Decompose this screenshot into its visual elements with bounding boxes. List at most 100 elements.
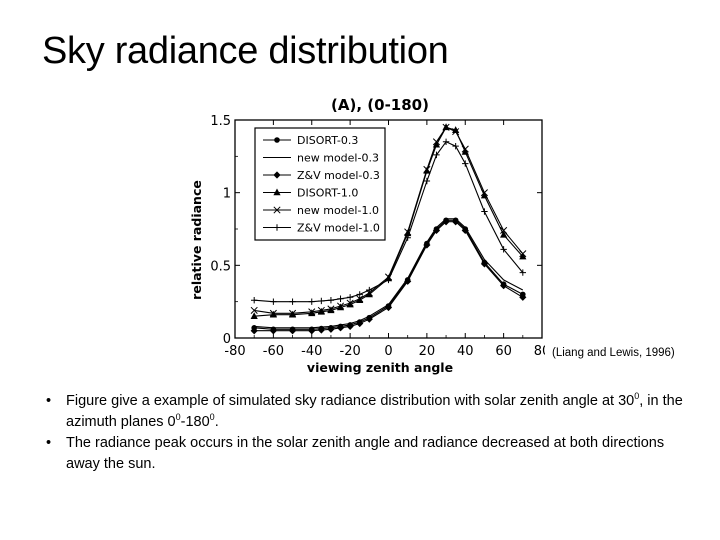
- bullet-item-2: • The radiance peak occurs in the solar z…: [44, 433, 694, 475]
- series-line: [254, 218, 524, 329]
- bullet-text: .: [214, 414, 219, 430]
- data-point: [442, 218, 450, 226]
- data-point: [519, 250, 527, 258]
- data-point: [308, 309, 316, 317]
- bullet-text: Figure give a example of simulated sky r…: [66, 393, 635, 409]
- degree-superscript: 0: [209, 412, 215, 423]
- data-point: [442, 138, 450, 145]
- bullet-list: • Figure give a example of simulated sky …: [44, 391, 694, 475]
- legend-label: DISORT-1.0: [297, 187, 358, 200]
- data-point: [356, 295, 364, 303]
- data-point: [336, 324, 345, 332]
- data-point: [250, 312, 258, 319]
- data-point: [250, 297, 258, 304]
- series-6: [250, 138, 527, 305]
- data-point: [327, 297, 335, 304]
- legend-label: DISORT-0.3: [297, 134, 358, 147]
- x-tick-label: 20: [419, 344, 436, 359]
- data-point: [480, 260, 489, 268]
- data-point: [462, 160, 469, 167]
- data-point: [288, 327, 297, 335]
- bullet-text: , in the azimuth planes 0: [66, 393, 683, 430]
- bullet-marker: •: [46, 435, 52, 451]
- x-tick-label: 80: [534, 344, 545, 359]
- x-tick-label: -80: [224, 344, 245, 359]
- data-point: [423, 177, 431, 185]
- data-point: [317, 307, 325, 315]
- chart-title: (A), (0-180): [331, 96, 429, 114]
- data-point: [270, 298, 277, 305]
- y-tick-label: 1: [223, 187, 231, 202]
- series-2: [254, 218, 524, 329]
- citation: (Liang and Lewis, 1996): [552, 347, 675, 359]
- data-point: [289, 298, 296, 305]
- radiance-chart: (A), (0-180) relative radiance viewing z…: [189, 96, 545, 375]
- bullet-text: The radiance peak occurs in the solar ze…: [66, 435, 665, 472]
- x-tick-label: 0: [384, 344, 392, 359]
- data-point: [404, 234, 411, 241]
- bullet-item-1: • Figure give a example of simulated sky …: [44, 391, 694, 433]
- data-point: [318, 297, 325, 305]
- data-point: [404, 277, 412, 285]
- data-point: [365, 290, 373, 298]
- data-point: [356, 291, 363, 298]
- legend-label: Z&V model-1.0: [297, 222, 380, 235]
- data-point: [519, 252, 527, 260]
- data-point: [317, 306, 325, 314]
- data-point: [356, 296, 364, 304]
- legend-marker: [273, 206, 281, 214]
- data-point: [346, 300, 354, 308]
- x-tick-label: -60: [263, 344, 284, 359]
- data-point: [461, 145, 469, 153]
- data-point: [250, 327, 258, 335]
- data-point: [327, 306, 335, 314]
- data-point: [269, 309, 277, 317]
- data-point: [500, 230, 508, 238]
- data-point: [423, 241, 431, 249]
- legend-item: Z&V model-0.3: [263, 169, 380, 182]
- data-point: [442, 123, 450, 131]
- data-point: [365, 315, 373, 323]
- data-point: [452, 142, 459, 150]
- data-point: [356, 319, 364, 328]
- x-axis-label: viewing zenith angle: [307, 360, 453, 375]
- legend-box: [254, 127, 386, 241]
- y-tick-label: 0: [223, 332, 231, 347]
- data-point: [423, 165, 431, 173]
- data-point: [327, 305, 335, 313]
- legend-item: DISORT-0.3: [263, 134, 358, 147]
- legend-item: new model-0.3: [263, 152, 379, 165]
- legend-item: new model-1.0: [263, 204, 379, 217]
- legend-label: new model-0.3: [297, 152, 379, 165]
- legend: DISORT-0.3 new model-0.3 Z&V model-0.3 DISO…: [254, 127, 386, 241]
- data-point: [500, 226, 508, 235]
- data-point: [327, 325, 335, 333]
- legend-label: new model-1.0: [297, 204, 379, 217]
- data-point: [308, 298, 315, 305]
- data-point: [288, 310, 297, 318]
- data-point: [346, 322, 354, 330]
- slide-title: Sky radiance distribution: [42, 30, 449, 72]
- data-point: [480, 189, 488, 197]
- data-point: [452, 218, 460, 226]
- legend-marker: [273, 171, 281, 179]
- degree-superscript: 0: [175, 412, 181, 423]
- legend-item: Z&V model-1.0: [263, 222, 380, 235]
- x-tick-label: -40: [301, 344, 322, 359]
- bullet-marker: •: [46, 393, 52, 409]
- data-point: [500, 246, 507, 253]
- bullet-text: -180: [180, 414, 210, 430]
- data-point: [366, 286, 373, 294]
- x-tick-label: -20: [340, 344, 361, 359]
- y-tick-label: 0.5: [210, 259, 231, 274]
- data-point: [481, 208, 488, 215]
- data-point: [337, 295, 344, 302]
- data-point: [289, 309, 297, 317]
- data-point: [385, 276, 392, 284]
- series-3: [250, 218, 527, 335]
- legend-marker: [274, 137, 280, 143]
- legend-marker: [273, 188, 281, 196]
- y-axis-label: relative radiance: [189, 180, 204, 300]
- data-point: [452, 128, 460, 136]
- degree-superscript: 0: [634, 391, 640, 402]
